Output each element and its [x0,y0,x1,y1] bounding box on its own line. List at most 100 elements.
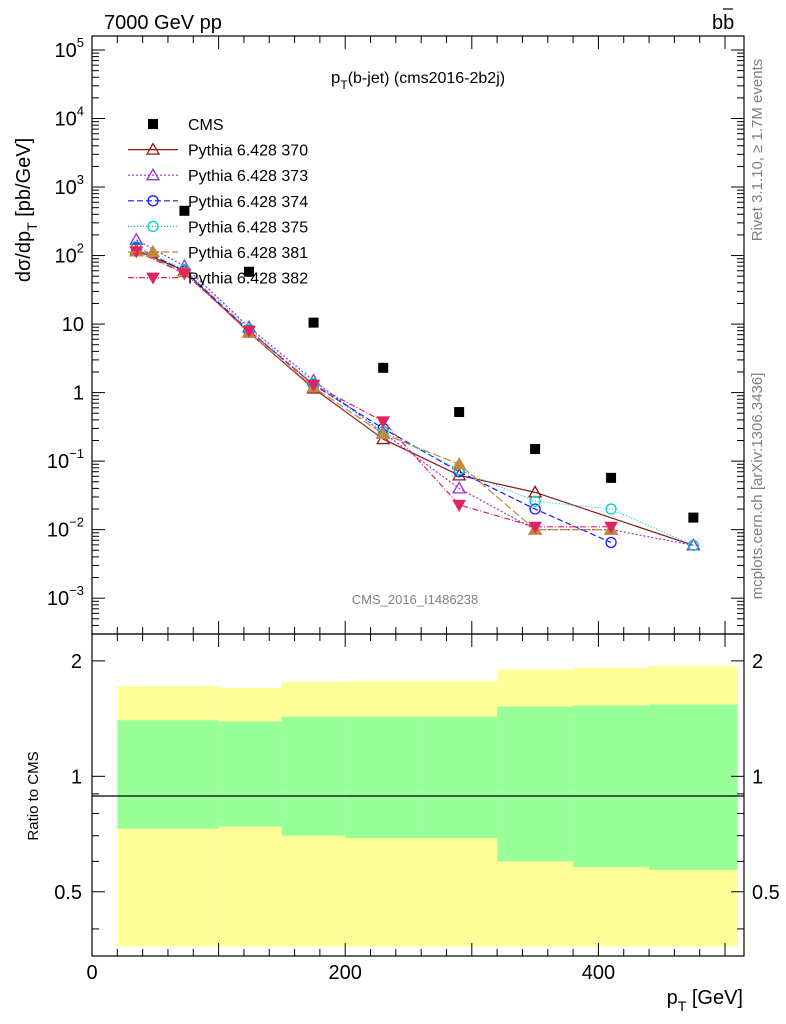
mcplots-label: mcplots.cern.ch [arXiv:1306.3436] [749,373,766,600]
y-tick-label: 10−3 [47,583,84,610]
y-tick-label: 10 [62,314,84,336]
legend-marker [145,142,161,155]
legend-label: Pythia 6.428 373 [188,168,308,185]
data-point [177,268,192,281]
ratio-axis-ticks: 2 2 1 1 0.5 0.5 [54,651,780,930]
y-tick-label-base: 10 [55,177,77,199]
ratio-band-inner [281,716,346,836]
main-series-group [129,205,701,551]
ratio-tick-label: 0.5 [54,882,82,904]
data-point [529,503,541,515]
y-tick-label: 10−2 [47,515,84,542]
data-point [605,503,617,515]
legend-entry: Pythia 6.428 374 [128,194,308,211]
legend-label: Pythia 6.428 375 [188,219,308,236]
data-point [529,495,541,507]
series-4 [130,240,700,551]
legend-entry: Pythia 6.428 375 [128,219,308,236]
data-point [528,521,542,534]
ratio-tick-label-right: 0.5 [752,882,780,904]
energy-label: 7000 GeV pp [104,12,222,34]
legend-marker [147,195,159,207]
series-line [136,246,694,546]
series-line [136,249,694,546]
x-tick-label: 200 [329,962,362,984]
y-tick-label-exponent: −2 [69,515,84,530]
plot-title: pT(b-jet) (cms2016-2b2j) [331,68,505,92]
x-axis-ticks: 0 200 400 [86,634,726,984]
data-point [179,205,190,216]
series-line [136,250,612,528]
ratio-tick-label-right: 2 [752,651,763,673]
y-tick-label: 104 [55,104,84,131]
y-tick-label: 1 [73,383,84,405]
series-3 [130,242,617,549]
legend-label: Pythia 6.428 370 [188,143,308,160]
series-line [136,250,612,531]
legend-marker [148,119,158,129]
ratio-plot-frame [91,633,745,957]
analysis-watermark: CMS_2016_I1486238 [352,592,479,607]
x-tick-label: 400 [582,962,615,984]
data-point [376,416,391,429]
data-point [452,481,467,494]
y-tick-label-base: 10 [55,40,77,62]
y-tick-label: 10−1 [47,446,84,473]
ratio-bands [117,665,738,947]
ratio-band-inner [345,716,422,839]
series-6 [129,246,618,534]
data-point [378,362,389,373]
series-line [136,247,612,544]
data-point [454,407,465,418]
legend-marker [146,272,160,285]
ratio-tick-label-right: 1 [752,766,763,788]
legend-entry: Pythia 6.428 381 [128,244,308,262]
data-point [376,426,391,440]
data-point [452,468,467,481]
y-tick-label-exponent: 3 [77,172,84,187]
ratio-band-inner [218,721,282,827]
y-tick-label-base: 10 [47,451,69,473]
y-tick-label-base: 10 [47,588,69,610]
x-tick-label: 0 [86,962,97,984]
legend: CMS Pythia 6.428 370 Pythia 6.428 373 Pythi… [128,117,308,288]
ratio-tick-label: 2 [71,651,82,673]
legend-entry: Pythia 6.428 373 [128,167,308,185]
data-point [242,325,256,338]
data-point [688,512,699,523]
legend-marker [147,220,159,233]
data-point [452,456,467,470]
data-point [306,379,321,392]
ratio-band-inner [117,720,219,829]
data-point [530,444,541,455]
y-tick-label-base: 10 [62,314,84,336]
y-tick-label-exponent: −1 [69,446,84,461]
data-point [604,521,618,534]
series-1 [129,242,701,551]
y-tick-label: 103 [55,172,84,199]
legend-entry: CMS [148,117,224,134]
x-axis-label: pT [GeV] [667,987,743,1014]
ratio-band-inner [649,704,738,870]
y-axis-label: dσ/dpT [pb/GeV] [13,138,40,282]
y-tick-label-base: 10 [55,246,77,268]
y-tick-label-exponent: 2 [77,241,84,256]
data-point [687,539,700,551]
y-tick-label-exponent: −3 [69,583,84,598]
rivet-version-label: Rivet 3.1.10, ≥ 1.7M events [749,59,766,242]
legend-label: Pythia 6.428 374 [188,194,308,211]
data-point [243,266,254,277]
legend-marker [145,167,161,181]
y-tick-label-base: 1 [73,383,84,405]
legend-label: Pythia 6.428 382 [188,271,308,288]
data-point [606,472,617,483]
y-tick-label: 102 [55,241,84,268]
y-tick-label: 105 [55,35,84,62]
legend-label: Pythia 6.428 381 [188,245,308,262]
ratio-band-inner [573,705,650,868]
data-point [452,499,467,512]
ratio-tick-label: 1 [71,766,82,788]
